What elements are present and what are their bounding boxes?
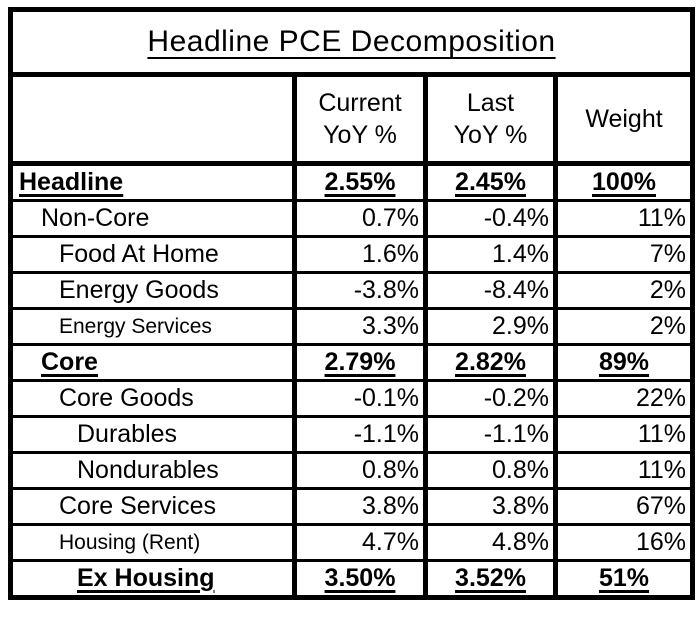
table-row: Nondurables 0.8% 0.8% 11% xyxy=(9,451,695,490)
table-row: Non-Core 0.7% -0.4% 11% xyxy=(9,199,695,238)
column-header-row: Current YoY % Last YoY % Weight xyxy=(9,73,695,166)
row-label: Non-Core xyxy=(9,199,296,238)
weight-value: 11% xyxy=(552,199,695,238)
table-row: Core Goods -0.1% -0.2% 22% xyxy=(9,379,695,418)
weight-value: 2% xyxy=(552,271,695,310)
weight-value: 11% xyxy=(552,451,695,490)
last-yoy-value: 2.82% xyxy=(423,343,557,382)
row-label-column-header xyxy=(9,73,296,166)
weight-value: 67% xyxy=(552,487,695,526)
row-label: Food At Home xyxy=(9,235,296,274)
last-yoy-value: 3.8% xyxy=(423,487,557,526)
last-yoy-value: 0.8% xyxy=(423,451,557,490)
last-yoy-value: -8.4% xyxy=(423,271,557,310)
row-label: Energy Services xyxy=(9,307,296,346)
row-label: Core xyxy=(9,343,296,382)
table-row: Core Services 3.8% 3.8% 67% xyxy=(9,487,695,526)
current-yoy-value: -1.1% xyxy=(292,415,427,454)
title-row: Headline PCE Decomposition xyxy=(8,8,695,77)
last-yoy-value: -0.4% xyxy=(423,199,557,238)
row-label: Core Goods xyxy=(9,379,296,418)
column-header-current-yoy: Current YoY % xyxy=(292,73,427,166)
current-yoy-value: 0.7% xyxy=(292,199,427,238)
table-row: Headline 2.55% 2.45% 100% xyxy=(9,162,695,202)
weight-value: 2% xyxy=(552,307,695,346)
table-title: Headline PCE Decomposition xyxy=(8,8,695,77)
pce-decomposition-table: Headline PCE Decomposition Current YoY %… xyxy=(8,7,696,600)
row-label: Energy Goods xyxy=(9,271,296,310)
last-yoy-value: -1.1% xyxy=(423,415,557,454)
last-yoy-value: 3.52% xyxy=(423,559,557,599)
weight-value: 100% xyxy=(552,162,695,202)
table-row: Housing (Rent) 4.7% 4.8% 16% xyxy=(9,523,695,562)
table-row: Energy Services 3.3% 2.9% 2% xyxy=(9,307,695,346)
row-label: Housing (Rent) xyxy=(9,523,296,562)
row-label: Core Services xyxy=(9,487,296,526)
last-yoy-value: 4.8% xyxy=(423,523,557,562)
table-body: Headline 2.55% 2.45% 100% Non-Core 0.7% -0.4% 1… xyxy=(9,162,695,599)
current-yoy-value: 4.7% xyxy=(292,523,427,562)
last-yoy-value: -0.2% xyxy=(423,379,557,418)
last-yoy-value: 2.45% xyxy=(423,162,557,202)
current-yoy-value: 2.55% xyxy=(292,162,427,202)
weight-value: 16% xyxy=(552,523,695,562)
weight-value: 7% xyxy=(552,235,695,274)
current-yoy-value: 3.50% xyxy=(292,559,427,599)
current-yoy-value: 0.8% xyxy=(292,451,427,490)
row-label: Durables xyxy=(9,415,296,454)
row-label: Nondurables xyxy=(9,451,296,490)
column-header-weight: Weight xyxy=(552,73,695,166)
current-yoy-value: 3.8% xyxy=(292,487,427,526)
column-header-last-yoy: Last YoY % xyxy=(423,73,557,166)
table-row: Ex Housing 3.50% 3.52% 51% xyxy=(9,559,695,599)
weight-value: 11% xyxy=(552,415,695,454)
row-label: Ex Housing xyxy=(9,559,296,599)
row-label: Headline xyxy=(9,162,296,202)
current-yoy-value: -3.8% xyxy=(292,271,427,310)
table-row: Food At Home 1.6% 1.4% 7% xyxy=(9,235,695,274)
current-yoy-value: -0.1% xyxy=(292,379,427,418)
table-row: Durables -1.1% -1.1% 11% xyxy=(9,415,695,454)
current-yoy-value: 2.79% xyxy=(292,343,427,382)
current-yoy-value: 3.3% xyxy=(292,307,427,346)
table-row: Core 2.79% 2.82% 89% xyxy=(9,343,695,382)
table-row: Energy Goods -3.8% -8.4% 2% xyxy=(9,271,695,310)
last-yoy-value: 2.9% xyxy=(423,307,557,346)
weight-value: 89% xyxy=(552,343,695,382)
weight-value: 51% xyxy=(552,559,695,599)
weight-value: 22% xyxy=(552,379,695,418)
current-yoy-value: 1.6% xyxy=(292,235,427,274)
last-yoy-value: 1.4% xyxy=(423,235,557,274)
